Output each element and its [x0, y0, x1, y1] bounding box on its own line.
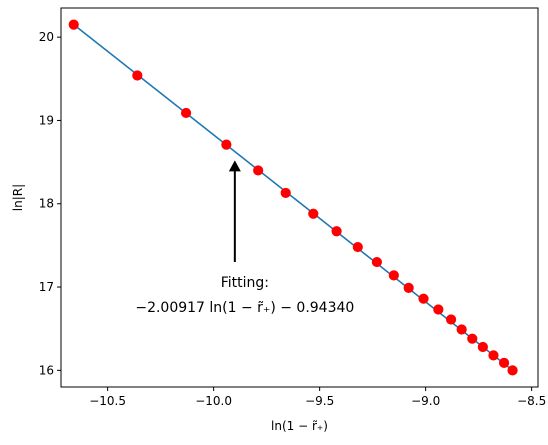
y-tick-label: 19 [39, 113, 54, 127]
x-tick-label: −8.5 [517, 394, 546, 408]
annotation-arrow-head [228, 160, 241, 172]
data-point [507, 365, 518, 376]
x-axis-label: ln(1 − r̃₊) [271, 419, 328, 433]
series-layer [68, 19, 518, 376]
y-tick-label: 17 [39, 280, 54, 294]
data-point [221, 139, 232, 150]
data-point [68, 19, 79, 30]
data-point [253, 165, 264, 176]
data-point [498, 357, 510, 368]
data-point [456, 324, 467, 335]
y-tick-label: 18 [39, 197, 54, 211]
data-point [467, 333, 478, 344]
y-tick-label: 20 [39, 30, 54, 44]
annotation-formula: −2.00917 ln(1 − r̃₊) − 0.94340 [135, 300, 354, 316]
data-point [433, 304, 444, 315]
data-point [180, 107, 192, 119]
plot-area [60, 7, 539, 388]
y-axis-label: ln|R| [11, 184, 25, 211]
fit-annotation: Fitting: −2.00917 ln(1 − r̃₊) − 0.94340 [135, 160, 354, 316]
data-point [280, 187, 291, 199]
data-point [418, 293, 429, 304]
data-point [488, 350, 499, 361]
x-axis: −10.5 −10.0 −9.5 −9.0 −8.5 [89, 387, 546, 408]
data-point [132, 70, 143, 81]
x-tick-label: −9.0 [411, 394, 440, 408]
data-point [445, 314, 457, 325]
x-tick-label: −9.5 [305, 394, 334, 408]
y-axis: 16 17 18 19 20 [39, 30, 61, 377]
data-point [331, 226, 342, 237]
y-tick-label: 16 [39, 363, 54, 377]
data-point [308, 208, 319, 219]
plot-frame [60, 7, 539, 388]
data-point [371, 256, 382, 268]
data-point [477, 341, 488, 353]
x-tick-label: −10.0 [195, 394, 232, 408]
data-point [388, 270, 399, 281]
annotation-title: Fitting: [221, 275, 269, 291]
data-point [352, 241, 363, 253]
x-tick-label: −10.5 [89, 394, 126, 408]
data-point [403, 282, 414, 293]
